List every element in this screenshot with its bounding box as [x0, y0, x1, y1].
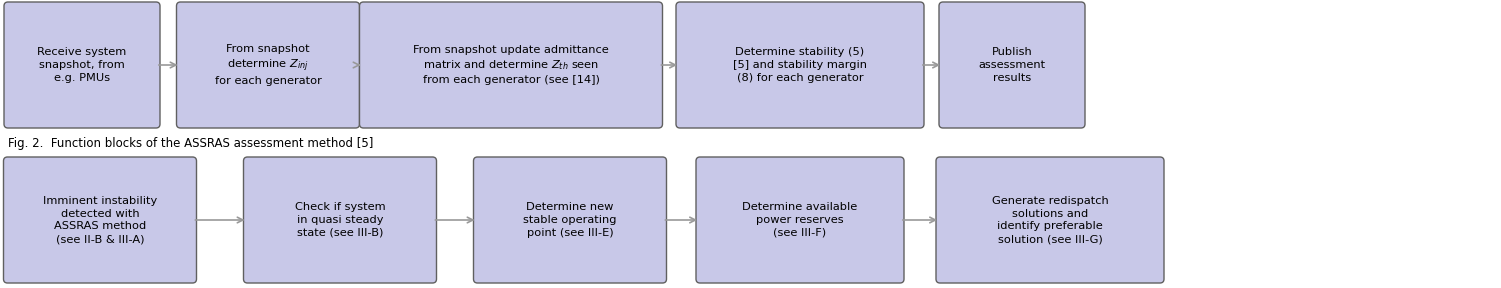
- Text: Check if system
in quasi steady
state (see III-B): Check if system in quasi steady state (s…: [294, 202, 386, 238]
- Text: Fig. 2.  Function blocks of the ASSRAS assessment method [5]: Fig. 2. Function blocks of the ASSRAS as…: [8, 137, 374, 149]
- Text: Determine stability (5)
[5] and stability margin
(8) for each generator: Determine stability (5) [5] and stabilit…: [732, 47, 868, 83]
- Text: From snapshot update admittance
matrix and determine $Z_{th}$ seen
from each gen: From snapshot update admittance matrix a…: [413, 45, 609, 85]
- FancyBboxPatch shape: [940, 2, 1085, 128]
- Text: From snapshot
determine $Z_{inj}$
for each generator: From snapshot determine $Z_{inj}$ for ea…: [215, 43, 321, 86]
- Text: Receive system
snapshot, from
e.g. PMUs: Receive system snapshot, from e.g. PMUs: [38, 47, 126, 83]
- FancyBboxPatch shape: [473, 157, 666, 283]
- Text: Determine new
stable operating
point (see III-E): Determine new stable operating point (se…: [524, 202, 617, 238]
- Text: Generate redispatch
solutions and
identify preferable
solution (see III-G): Generate redispatch solutions and identi…: [992, 196, 1108, 244]
- Text: Imminent instability
detected with
ASSRAS method
(see II-B & III-A): Imminent instability detected with ASSRA…: [44, 196, 158, 244]
- Text: Publish
assessment
results: Publish assessment results: [979, 47, 1046, 83]
- FancyBboxPatch shape: [360, 2, 662, 128]
- FancyBboxPatch shape: [675, 2, 925, 128]
- FancyBboxPatch shape: [243, 157, 437, 283]
- Text: Determine available
power reserves
(see III-F): Determine available power reserves (see …: [743, 202, 857, 238]
- FancyBboxPatch shape: [5, 2, 161, 128]
- FancyBboxPatch shape: [3, 157, 197, 283]
- FancyBboxPatch shape: [696, 157, 904, 283]
- FancyBboxPatch shape: [937, 157, 1163, 283]
- FancyBboxPatch shape: [177, 2, 360, 128]
